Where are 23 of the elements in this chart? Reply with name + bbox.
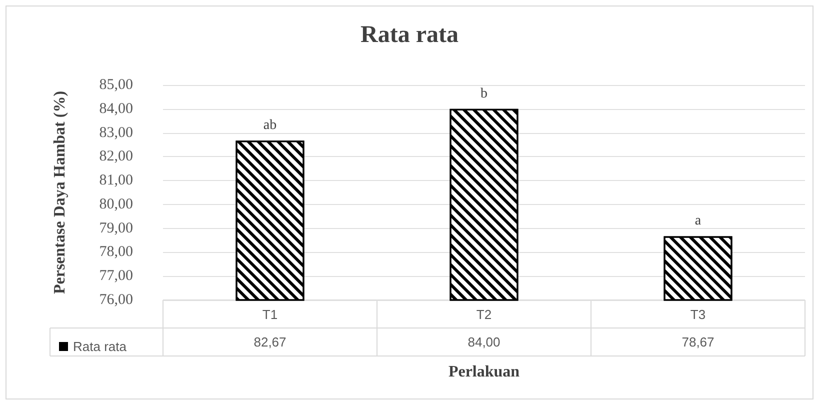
- x-tick-label: T1: [262, 307, 278, 322]
- y-tick-label: 80,00: [99, 196, 133, 212]
- y-axis-title: Persentase Daya Hambat (%): [52, 90, 68, 294]
- annotation: a: [694, 214, 702, 229]
- y-tick-label: 78,00: [99, 244, 133, 260]
- y-tick-label: 85,00: [99, 77, 133, 93]
- annotation: b: [480, 86, 488, 102]
- x-axis-title: Perlakuan: [448, 364, 520, 380]
- y-tick-label: 84,00: [99, 100, 133, 117]
- y-tick-label: 82,00: [99, 148, 133, 165]
- annotation: ab: [263, 118, 277, 134]
- y-tick-label: 81,00: [99, 172, 133, 189]
- x-tick-label: T3: [690, 307, 706, 322]
- y-tick-label: 76,00: [99, 292, 133, 308]
- text: 78,67: [682, 334, 714, 350]
- y-tick-label: 77,00: [99, 268, 133, 284]
- text: 82,67: [254, 334, 286, 350]
- legend-label: Rata rata: [73, 339, 128, 354]
- text: 84,00: [468, 334, 500, 350]
- x-tick-label: T2: [476, 307, 492, 322]
- y-tick-label: 83,00: [99, 124, 133, 141]
- chart-title: Rata rata: [360, 22, 458, 48]
- y-tick-label: 79,00: [99, 220, 133, 236]
